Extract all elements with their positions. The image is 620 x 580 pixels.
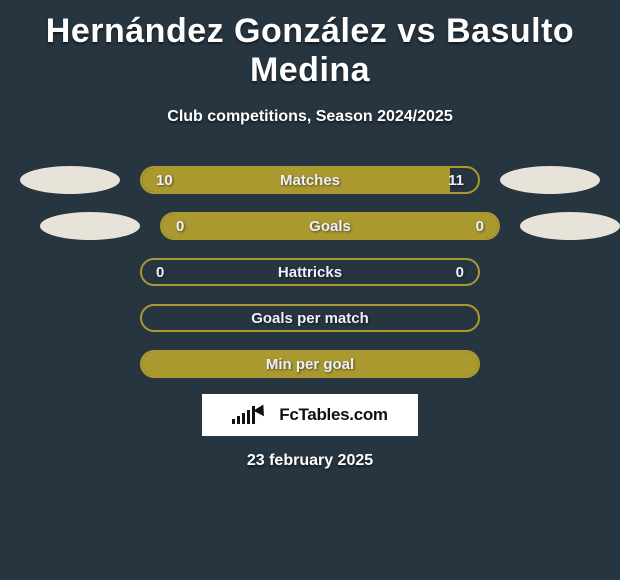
brand-badge: FcTables.com xyxy=(202,394,418,436)
right-value: 0 xyxy=(456,264,464,281)
page-subtitle: Club competitions, Season 2024/2025 xyxy=(167,108,452,126)
stat-row: Goals per match xyxy=(0,304,620,332)
stat-label: Goals per match xyxy=(251,310,369,327)
brand-text: FcTables.com xyxy=(279,405,388,425)
stats-rows: 10 Matches 11 0 Goals 0 0 Hattricks 0 xyxy=(0,166,620,378)
left-value: 0 xyxy=(156,264,164,281)
stat-bar-mpg: Min per goal xyxy=(140,350,480,378)
left-value: 10 xyxy=(156,172,173,189)
stat-label: Matches xyxy=(280,172,340,189)
left-ellipse xyxy=(20,166,120,194)
brand-arrow-icon xyxy=(254,402,269,416)
stat-label: Goals xyxy=(309,218,351,235)
left-ellipse xyxy=(40,212,140,240)
right-value: 11 xyxy=(448,172,464,189)
right-ellipse xyxy=(520,212,620,240)
stat-label: Hattricks xyxy=(278,264,342,281)
page-title: Hernández González vs Basulto Medina xyxy=(0,12,620,90)
stat-bar-matches: 10 Matches 11 xyxy=(140,166,480,194)
stat-label: Min per goal xyxy=(266,356,354,373)
left-value: 0 xyxy=(176,218,184,235)
stat-row: 0 Goals 0 xyxy=(0,212,620,240)
right-value: 0 xyxy=(476,218,484,235)
container: Hernández González vs Basulto Medina Clu… xyxy=(0,0,620,470)
stat-row: 10 Matches 11 xyxy=(0,166,620,194)
stat-row: 0 Hattricks 0 xyxy=(0,258,620,286)
stat-bar-gpm: Goals per match xyxy=(140,304,480,332)
brand-bars-icon xyxy=(232,406,255,424)
stat-row: Min per goal xyxy=(0,350,620,378)
footer-date: 23 february 2025 xyxy=(247,452,373,470)
stat-bar-hattricks: 0 Hattricks 0 xyxy=(140,258,480,286)
stat-bar-goals: 0 Goals 0 xyxy=(160,212,500,240)
right-ellipse xyxy=(500,166,600,194)
